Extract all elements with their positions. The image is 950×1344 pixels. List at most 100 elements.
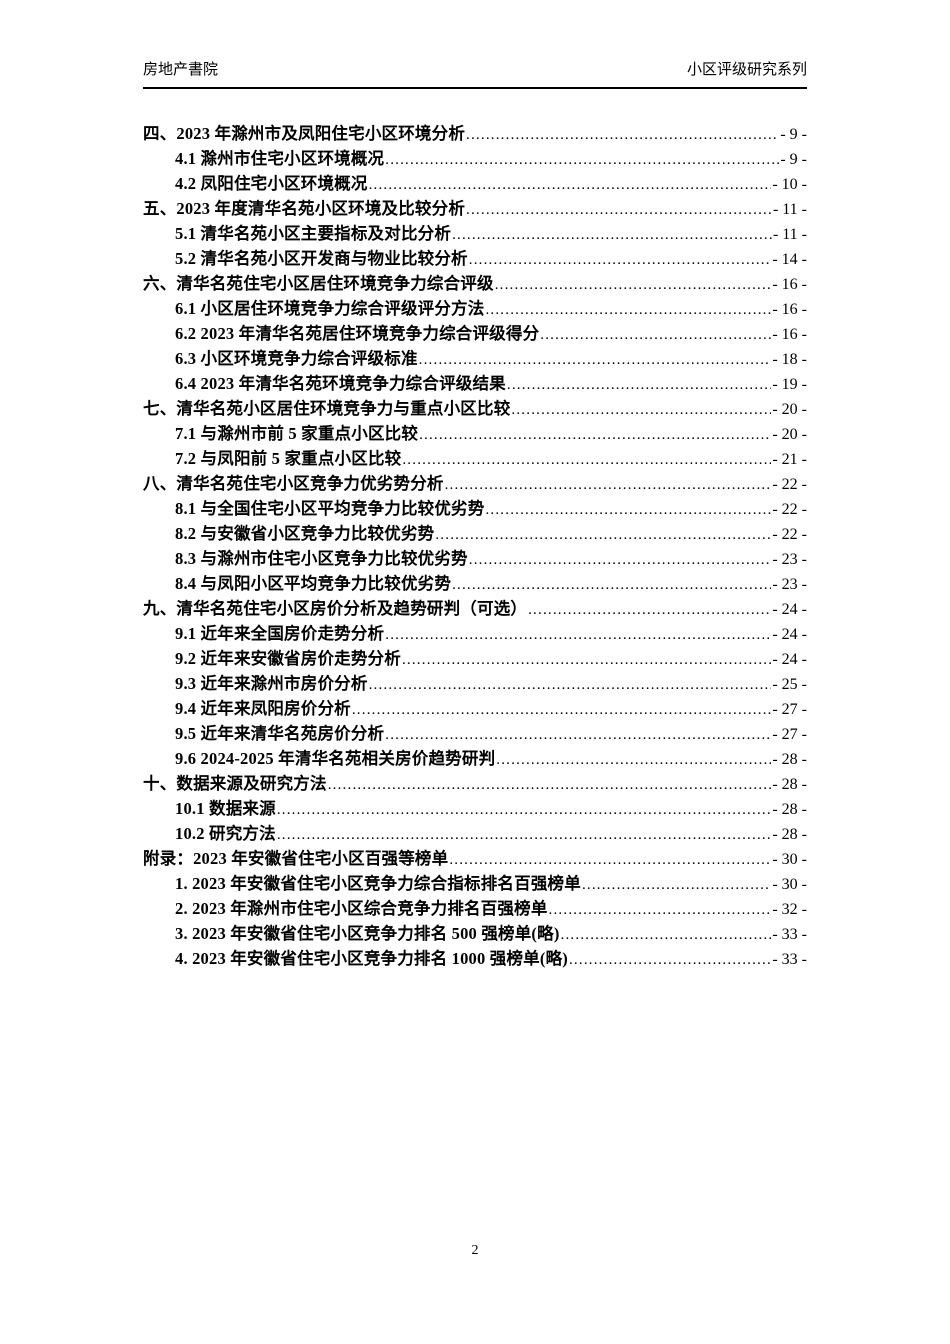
toc-entry-page-number: - 28 -	[772, 776, 807, 793]
toc-entry-page-number: - 21 -	[772, 451, 807, 468]
toc-entry-title: 8.2 与安徽省小区竞争力比较优劣势	[175, 524, 435, 543]
toc-dot-leader: ........................................…	[444, 477, 772, 493]
toc-entry-title: 9.3 近年来滁州市房价分析	[175, 674, 368, 693]
toc-entry[interactable]: 6.4 2023 年清华名苑环境竞争力综合评级结果 ..............…	[143, 371, 807, 396]
toc-entry-title: 10.1 数据来源	[175, 799, 276, 818]
toc-entry-page-number: - 23 -	[772, 551, 807, 568]
toc-entry-title: 四、2023 年滁州市及凤阳住宅小区环境分析	[143, 124, 466, 143]
toc-dot-leader: ........................................…	[468, 552, 772, 568]
toc-entry-title: 7.2 与凤阳前 5 家重点小区比较	[175, 449, 402, 468]
toc-entry-title: 2. 2023 年滁州市住宅小区综合竞争力排名百强榜单	[175, 899, 548, 918]
toc-entry-title: 六、清华名苑住宅小区居住环境竞争力综合评级	[143, 274, 494, 293]
toc-entry[interactable]: 7.1 与滁州市前 5 家重点小区比较 ....................…	[143, 421, 807, 446]
toc-entry-title: 十、数据来源及研究方法	[143, 774, 327, 793]
toc-entry[interactable]: 7.2 与凤阳前 5 家重点小区比较 .....................…	[143, 446, 807, 471]
page-footer: 2	[0, 1243, 950, 1259]
toc-dot-leader: ........................................…	[452, 227, 772, 243]
toc-entry-page-number: - 33 -	[772, 926, 807, 943]
toc-entry-title: 6.2 2023 年清华名苑居住环境竞争力综合评级得分	[175, 324, 540, 343]
toc-entry[interactable]: 3. 2023 年安徽省住宅小区竞争力排名 500 强榜单(略) .......…	[143, 921, 807, 946]
toc-entry-page-number: - 22 -	[772, 501, 807, 518]
toc-entry-page-number: - 33 -	[772, 951, 807, 968]
toc-dot-leader: ........................................…	[466, 127, 780, 143]
toc-entry[interactable]: 10.1 数据来源 ..............................…	[143, 796, 807, 821]
toc-entry-page-number: - 9 -	[780, 151, 807, 168]
toc-entry-title: 5.1 清华名苑小区主要指标及对比分析	[175, 224, 452, 243]
toc-dot-leader: ........................................…	[327, 777, 772, 793]
toc-entry[interactable]: 4. 2023 年安徽省住宅小区竞争力排名 1000 强榜单(略) ......…	[143, 946, 807, 971]
toc-entry-title: 7.1 与滁州市前 5 家重点小区比较	[175, 424, 419, 443]
header-rule: 房地产書院 小区评级研究系列	[143, 60, 807, 89]
toc-entry-page-number: - 30 -	[772, 851, 807, 868]
toc-entry-page-number: - 16 -	[772, 276, 807, 293]
toc-dot-leader: ........................................…	[511, 402, 771, 418]
toc-entry-title: 9.4 近年来凤阳房价分析	[175, 699, 351, 718]
toc-entry[interactable]: 六、清华名苑住宅小区居住环境竞争力综合评级 ..................…	[143, 271, 807, 296]
toc-entry[interactable]: 8.4 与凤阳小区平均竞争力比较优劣势 ....................…	[143, 571, 807, 596]
toc-entry-page-number: - 20 -	[772, 426, 807, 443]
toc-entry-page-number: - 24 -	[772, 651, 807, 668]
toc-dot-leader: ........................................…	[401, 652, 771, 668]
toc-entry-title: 4.1 滁州市住宅小区环境概况	[175, 149, 385, 168]
toc-entry[interactable]: 9.2 近年来安徽省房价走势分析 .......................…	[143, 646, 807, 671]
toc-entry-title: 8.1 与全国住宅小区平均竞争力比较优劣势	[175, 499, 485, 518]
toc-dot-leader: ........................................…	[368, 177, 772, 193]
toc-entry[interactable]: 4.1 滁州市住宅小区环境概况 ........................…	[143, 146, 807, 171]
toc-dot-leader: ........................................…	[581, 877, 771, 893]
toc-entry-title: 八、清华名苑住宅小区竞争力优劣势分析	[143, 474, 444, 493]
toc-dot-leader: ........................................…	[452, 577, 772, 593]
toc-entry[interactable]: 2. 2023 年滁州市住宅小区综合竞争力排名百强榜单 ............…	[143, 896, 807, 921]
toc-entry[interactable]: 8.2 与安徽省小区竞争力比较优劣势 .....................…	[143, 521, 807, 546]
toc-entry[interactable]: 九、清华名苑住宅小区房价分析及趋势研判（可选） ................…	[143, 596, 807, 621]
toc-entry[interactable]: 9.3 近年来滁州市房价分析 .........................…	[143, 671, 807, 696]
toc-entry[interactable]: 9.5 近年来清华名苑房价分析 ........................…	[143, 721, 807, 746]
toc-dot-leader: ........................................…	[385, 152, 780, 168]
toc-entry[interactable]: 5.1 清华名苑小区主要指标及对比分析 ....................…	[143, 221, 807, 246]
toc-entry-title: 9.5 近年来清华名苑房价分析	[175, 724, 385, 743]
toc-dot-leader: ........................................…	[540, 327, 772, 343]
toc-entry[interactable]: 9.1 近年来全国房价走势分析 ........................…	[143, 621, 807, 646]
toc-dot-leader: ........................................…	[560, 927, 772, 943]
toc-entry-page-number: - 27 -	[772, 726, 807, 743]
toc-dot-leader: ........................................…	[418, 352, 772, 368]
toc-entry[interactable]: 8.3 与滁州市住宅小区竞争力比较优劣势 ...................…	[143, 546, 807, 571]
toc-entry[interactable]: 8.1 与全国住宅小区平均竞争力比较优劣势 ..................…	[143, 496, 807, 521]
toc-entry-page-number: - 18 -	[772, 351, 807, 368]
toc-entry[interactable]: 9.4 近年来凤阳房价分析 ..........................…	[143, 696, 807, 721]
toc-dot-leader: ........................................…	[419, 427, 771, 443]
toc-entry[interactable]: 4.2 凤阳住宅小区环境概况 .........................…	[143, 171, 807, 196]
toc-dot-leader: ........................................…	[466, 202, 772, 218]
toc-entry-title: 3. 2023 年安徽省住宅小区竞争力排名 500 强榜单(略)	[175, 924, 560, 943]
toc-entry[interactable]: 6.2 2023 年清华名苑居住环境竞争力综合评级得分 ............…	[143, 321, 807, 346]
toc-dot-leader: ........................................…	[468, 252, 772, 268]
toc-entry[interactable]: 五、2023 年度清华名苑小区环境及比较分析 .................…	[143, 196, 807, 221]
table-of-contents: 四、2023 年滁州市及凤阳住宅小区环境分析 .................…	[143, 121, 807, 971]
toc-entry[interactable]: 5.2 清华名苑小区开发商与物业比较分析 ...................…	[143, 246, 807, 271]
toc-entry-title: 6.4 2023 年清华名苑环境竞争力综合评级结果	[175, 374, 506, 393]
toc-entry[interactable]: 6.3 小区环境竞争力综合评级标准 ......................…	[143, 346, 807, 371]
toc-entry-title: 七、清华名苑小区居住环境竞争力与重点小区比较	[143, 399, 511, 418]
toc-entry-page-number: - 9 -	[780, 126, 807, 143]
toc-dot-leader: ........................................…	[385, 727, 772, 743]
toc-entry[interactable]: 附录：2023 年安徽省住宅小区百强等榜单 ..................…	[143, 846, 807, 871]
toc-entry[interactable]: 1. 2023 年安徽省住宅小区竞争力综合指标排名百强榜单 ..........…	[143, 871, 807, 896]
toc-entry-title: 九、清华名苑住宅小区房价分析及趋势研判（可选）	[143, 599, 528, 618]
toc-entry-title: 9.1 近年来全国房价走势分析	[175, 624, 385, 643]
toc-entry[interactable]: 十、数据来源及研究方法 ............................…	[143, 771, 807, 796]
toc-entry-page-number: - 22 -	[772, 476, 807, 493]
toc-entry[interactable]: 10.2 研究方法 ..............................…	[143, 821, 807, 846]
toc-entry-title: 9.2 近年来安徽省房价走势分析	[175, 649, 401, 668]
toc-entry[interactable]: 6.1 小区居住环境竞争力综合评级评分方法 ..................…	[143, 296, 807, 321]
toc-entry[interactable]: 七、清华名苑小区居住环境竞争力与重点小区比较 .................…	[143, 396, 807, 421]
toc-entry-title: 10.2 研究方法	[175, 824, 276, 843]
toc-dot-leader: ........................................…	[485, 302, 771, 318]
toc-dot-leader: ........................................…	[485, 502, 771, 518]
toc-entry[interactable]: 四、2023 年滁州市及凤阳住宅小区环境分析 .................…	[143, 121, 807, 146]
toc-entry[interactable]: 9.6 2024-2025 年清华名苑相关房价趋势研判 ............…	[143, 746, 807, 771]
toc-entry-page-number: - 27 -	[772, 701, 807, 718]
toc-entry-page-number: - 23 -	[772, 576, 807, 593]
toc-entry[interactable]: 八、清华名苑住宅小区竞争力优劣势分析 .....................…	[143, 471, 807, 496]
toc-entry-page-number: - 24 -	[772, 626, 807, 643]
toc-dot-leader: ........................................…	[548, 902, 772, 918]
